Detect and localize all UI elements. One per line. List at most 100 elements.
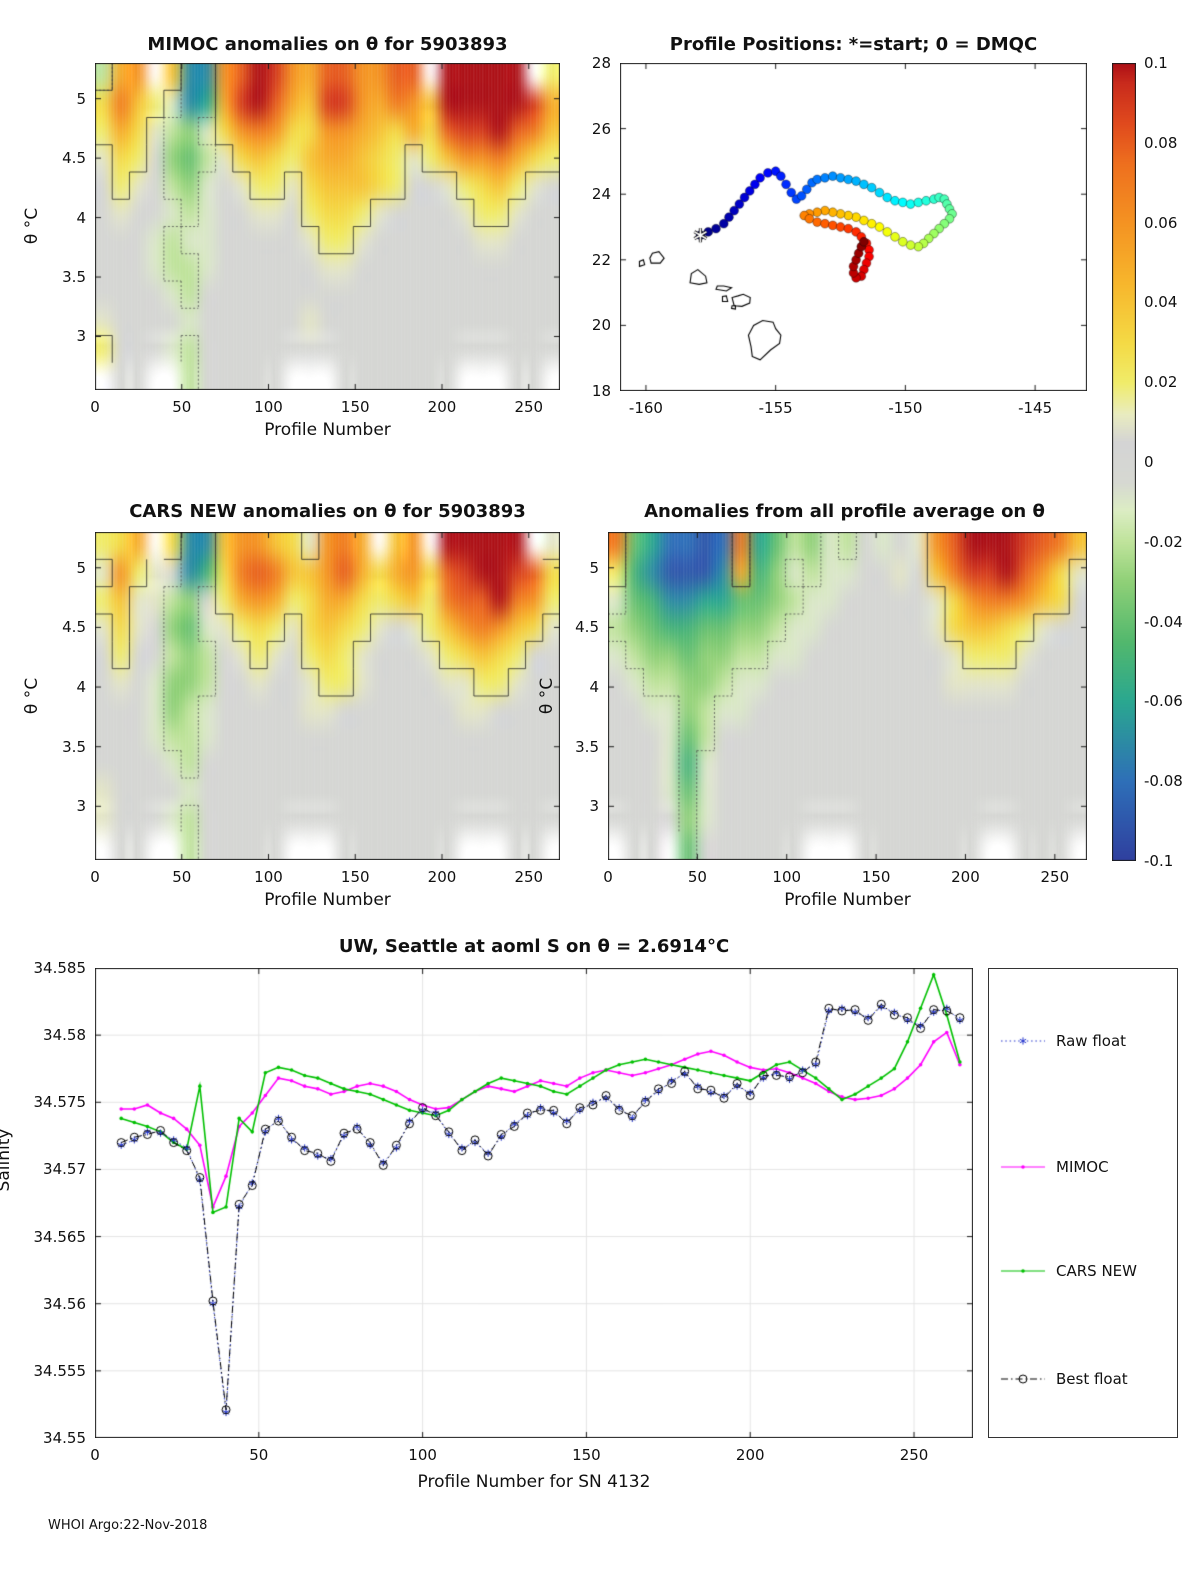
salinity-y-tick-label: 34.58 — [43, 1026, 86, 1045]
salinity-ylabel: Salinity — [0, 1128, 14, 1192]
colorbar-tick-label: 0.1 — [1144, 54, 1168, 72]
colorbar-tick-label: 0.06 — [1144, 213, 1178, 232]
positions-x-tick-label: -150 — [888, 399, 923, 417]
colorbar-tick-label: 0.04 — [1144, 293, 1178, 312]
cars-x-tick-label: 50 — [172, 868, 192, 886]
cars-y-tick-label: 4 — [76, 678, 86, 697]
mimoc-title: MIMOC anomalies on θ for 5903893 — [147, 34, 508, 55]
mimoc-x-tick-label: 250 — [514, 398, 544, 416]
colorbar-tick-label: -0.08 — [1144, 772, 1183, 791]
colorbar-tick-label: -0.02 — [1144, 532, 1183, 551]
footer-text: WHOI Argo:22-Nov-2018 — [48, 1518, 208, 1533]
positions-title: Profile Positions: *=start; 0 = DMQC — [669, 34, 1038, 55]
cars-x-tick-label: 250 — [514, 868, 544, 886]
legend-label: CARS NEW — [1056, 1262, 1137, 1280]
cars-y-tick-label: 3 — [76, 797, 86, 816]
avg-xlabel: Profile Number — [784, 890, 911, 910]
legend-label: Best float — [1056, 1370, 1128, 1388]
positions-y-tick-label: 22 — [591, 250, 611, 269]
salinity-y-tick-label: 34.585 — [33, 959, 87, 977]
cars-y-tick-label: 3.5 — [62, 737, 86, 756]
cars-heatmap — [95, 532, 560, 860]
positions-y-tick-label: 18 — [591, 382, 611, 400]
cars-x-tick-label: 150 — [340, 868, 370, 886]
anomaly-colorbar — [1112, 63, 1136, 861]
cars-ylabel: θ °C — [22, 677, 42, 715]
salinity-y-tick-label: 34.575 — [33, 1093, 87, 1112]
avg-x-tick-label: 100 — [772, 868, 802, 886]
cars-title: CARS NEW anomalies on θ for 5903893 — [129, 501, 526, 522]
salinity-y-tick-label: 34.56 — [43, 1294, 86, 1313]
salinity-y-tick-label: 34.57 — [43, 1160, 86, 1179]
salinity-x-tick-label: 250 — [899, 1446, 929, 1464]
cars-y-tick-label: 4.5 — [62, 618, 86, 637]
mimoc-x-tick-label: 50 — [172, 398, 192, 416]
avg-x-tick-label: 150 — [861, 868, 891, 886]
salinity-y-tick-label: 34.55 — [43, 1429, 86, 1447]
mimoc-y-tick-label: 5 — [76, 89, 86, 108]
colorbar-tick-label: -0.06 — [1144, 692, 1183, 711]
mimoc-y-tick-label: 4 — [76, 208, 86, 227]
legend-label: MIMOC — [1056, 1158, 1109, 1176]
cars-x-tick-label: 0 — [90, 868, 100, 886]
colorbar-tick-label: 0 — [1144, 453, 1154, 471]
avg-y-tick-label: 4.5 — [575, 618, 599, 637]
colorbar-tick-label: 0.08 — [1144, 133, 1178, 152]
mimoc-ylabel: θ °C — [22, 207, 42, 245]
positions-y-tick-label: 24 — [591, 185, 611, 204]
cars-x-tick-label: 200 — [427, 868, 457, 886]
mimoc-y-tick-label: 4.5 — [62, 149, 86, 168]
salinity-xlabel: Profile Number for SN 4132 — [417, 1472, 651, 1492]
mimoc-y-tick-label: 3 — [76, 327, 86, 346]
mimoc-xlabel: Profile Number — [264, 420, 391, 440]
positions-y-tick-label: 28 — [591, 54, 611, 72]
legend-entry-best-float: Best float — [999, 1367, 1128, 1391]
colorbar-tick-label: -0.1 — [1144, 852, 1174, 870]
positions-x-tick-label: -145 — [1018, 399, 1053, 417]
avg-y-tick-label: 4 — [589, 678, 599, 697]
cars-y-tick-label: 5 — [76, 558, 86, 577]
avg-y-tick-label: 3 — [589, 797, 599, 816]
salinity-x-tick-label: 200 — [735, 1446, 765, 1464]
best-float-line-sample — [999, 1370, 1047, 1388]
avg-y-tick-label: 5 — [589, 558, 599, 577]
salinity-chart — [95, 968, 973, 1438]
mimoc-x-tick-label: 100 — [254, 398, 283, 416]
avg-x-tick-label: 250 — [1040, 868, 1070, 886]
legend-box: Raw float MIMOC CARS NEW Best float — [988, 968, 1178, 1438]
positions-map — [620, 63, 1087, 391]
positions-x-tick-label: -160 — [628, 399, 663, 417]
positions-x-tick-label: -155 — [758, 399, 793, 417]
mimoc-x-tick-label: 150 — [340, 398, 370, 416]
avg-y-tick-label: 3.5 — [575, 737, 599, 756]
avg-x-tick-label: 200 — [951, 868, 980, 886]
mimoc-heatmap — [95, 63, 560, 390]
legend-entry-cars-new: CARS NEW — [999, 1259, 1137, 1283]
salinity-x-tick-label: 150 — [572, 1446, 601, 1464]
salinity-title: UW, Seattle at aoml S on θ = 2.6914°C — [338, 936, 730, 957]
salinity-y-tick-label: 34.565 — [33, 1227, 87, 1246]
colorbar-tick-label: -0.04 — [1144, 612, 1183, 631]
positions-y-tick-label: 20 — [591, 316, 611, 335]
cars-new-line-sample — [999, 1262, 1047, 1280]
avg-ylabel: θ °C — [537, 677, 557, 715]
avg-x-tick-label: 0 — [603, 868, 613, 886]
cars-x-tick-label: 100 — [254, 868, 283, 886]
avg-heatmap — [608, 532, 1087, 860]
positions-y-tick-label: 26 — [591, 119, 611, 138]
avg-x-tick-label: 50 — [687, 868, 707, 886]
raw-float-line-sample — [999, 1032, 1047, 1050]
cars-xlabel: Profile Number — [264, 890, 391, 910]
avg-title: Anomalies from all profile average on θ — [644, 501, 1045, 522]
legend-label: Raw float — [1056, 1032, 1127, 1050]
legend-entry-raw-float: Raw float — [999, 1029, 1126, 1053]
salinity-x-tick-label: 100 — [408, 1446, 437, 1464]
colorbar-tick-label: 0.02 — [1144, 373, 1178, 392]
mimoc-line-sample — [999, 1158, 1047, 1176]
mimoc-x-tick-label: 0 — [90, 398, 100, 416]
salinity-y-tick-label: 34.555 — [33, 1361, 87, 1380]
salinity-x-tick-label: 0 — [90, 1446, 100, 1464]
mimoc-y-tick-label: 3.5 — [62, 268, 86, 287]
mimoc-x-tick-label: 200 — [427, 398, 457, 416]
